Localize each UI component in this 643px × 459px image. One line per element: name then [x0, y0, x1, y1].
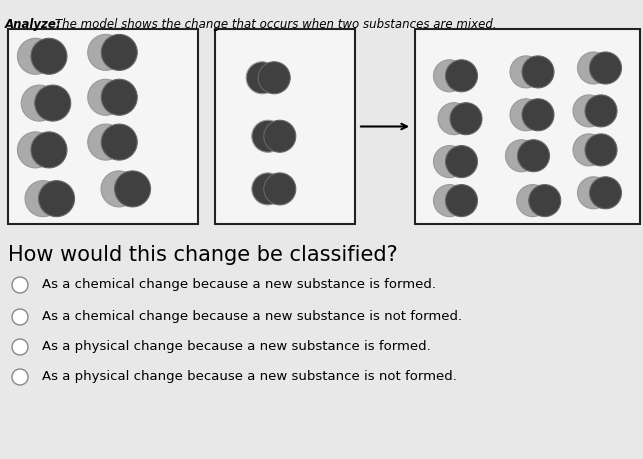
Circle shape — [17, 133, 53, 168]
Circle shape — [590, 53, 622, 85]
Circle shape — [12, 339, 28, 355]
Circle shape — [39, 181, 75, 217]
Circle shape — [522, 57, 554, 89]
Bar — [415, 30, 640, 224]
Text: As a chemical change because a new substance is not formed.: As a chemical change because a new subst… — [42, 309, 462, 322]
Circle shape — [577, 178, 610, 209]
Text: Analyze:: Analyze: — [5, 18, 66, 31]
Text: As a physical change because a new substance is not formed.: As a physical change because a new subst… — [42, 369, 457, 382]
Circle shape — [573, 95, 605, 128]
Circle shape — [433, 185, 466, 217]
Circle shape — [12, 309, 28, 325]
Circle shape — [87, 80, 123, 116]
Circle shape — [505, 140, 538, 173]
Circle shape — [577, 53, 610, 85]
Circle shape — [438, 103, 470, 135]
Circle shape — [17, 39, 53, 75]
Circle shape — [510, 57, 542, 89]
Circle shape — [433, 61, 466, 93]
Bar — [8, 30, 198, 224]
Circle shape — [517, 185, 548, 217]
Circle shape — [446, 185, 478, 217]
Circle shape — [446, 61, 478, 93]
Text: How would this change be classified?: How would this change be classified? — [8, 245, 398, 264]
Circle shape — [246, 62, 278, 95]
Circle shape — [12, 277, 28, 293]
Circle shape — [87, 125, 123, 161]
Circle shape — [114, 172, 150, 207]
Circle shape — [21, 86, 57, 122]
Text: As a chemical change because a new substance is formed.: As a chemical change because a new subst… — [42, 277, 436, 291]
Circle shape — [31, 133, 67, 168]
Circle shape — [101, 125, 137, 161]
Circle shape — [101, 80, 137, 116]
Circle shape — [450, 103, 482, 135]
Circle shape — [446, 146, 478, 178]
Circle shape — [522, 100, 554, 132]
Circle shape — [529, 185, 561, 217]
Circle shape — [573, 134, 605, 167]
Circle shape — [433, 146, 466, 178]
Text: As a physical change because a new substance is formed.: As a physical change because a new subst… — [42, 339, 431, 352]
Bar — [215, 30, 355, 224]
Circle shape — [518, 140, 550, 173]
Circle shape — [510, 100, 542, 132]
Circle shape — [590, 178, 622, 209]
Circle shape — [585, 134, 617, 167]
Circle shape — [101, 35, 137, 71]
Circle shape — [264, 121, 296, 153]
Text: The model shows the change that occurs when two substances are mixed.: The model shows the change that occurs w… — [55, 18, 496, 31]
Circle shape — [87, 35, 123, 71]
Circle shape — [31, 39, 67, 75]
Circle shape — [35, 86, 71, 122]
Circle shape — [258, 62, 290, 95]
Circle shape — [585, 95, 617, 128]
Circle shape — [12, 369, 28, 385]
Circle shape — [101, 172, 137, 207]
Circle shape — [252, 174, 284, 206]
Circle shape — [25, 181, 61, 217]
Circle shape — [264, 174, 296, 206]
Circle shape — [252, 121, 284, 153]
